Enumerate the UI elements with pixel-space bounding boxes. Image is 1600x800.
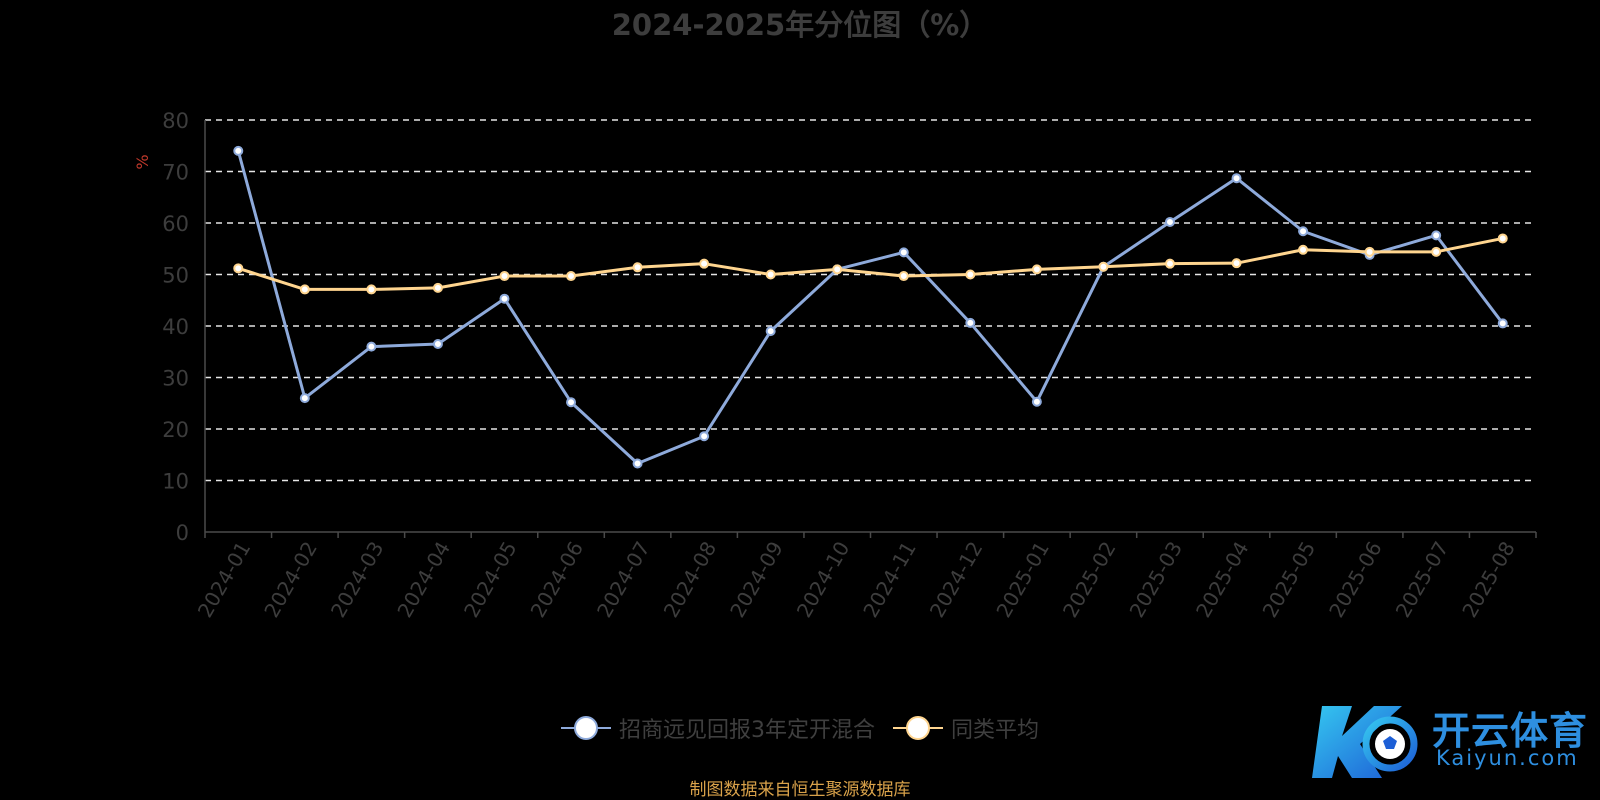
- y-tick-label: 60: [162, 212, 189, 236]
- series-line-1: [237, 236, 1504, 291]
- data-point-0: [965, 317, 976, 328]
- data-point-0: [366, 341, 377, 352]
- data-point-1: [1298, 244, 1309, 255]
- legend-label-fund: 招商远见回报3年定开混合: [618, 718, 875, 743]
- data-point-1: [566, 271, 577, 282]
- data-point-0: [1164, 216, 1175, 227]
- data-point-0: [1431, 230, 1442, 241]
- x-tick-label: 2024-04: [392, 537, 455, 621]
- data-point-1: [765, 269, 776, 280]
- kaiyun-logo: 开云体育 Kaiyun.com: [1312, 696, 1592, 786]
- data-point-0: [299, 393, 310, 404]
- x-tick-label: 2024-07: [592, 537, 655, 621]
- x-tick-label: 2024-08: [659, 537, 722, 621]
- data-point-1: [432, 282, 443, 293]
- data-point-1: [1231, 258, 1242, 269]
- data-point-1: [898, 271, 909, 282]
- legend-item-fund[interactable]: 招商远见回报3年定开混合: [560, 712, 875, 744]
- data-point-1: [632, 262, 643, 273]
- x-tick-label: 2024-12: [925, 537, 988, 621]
- y-tick-label: 10: [162, 470, 189, 494]
- x-tick-label: 2025-07: [1391, 537, 1454, 621]
- legend: 招商远见回报3年定开混合 同类平均: [0, 712, 1600, 744]
- data-point-1: [1164, 258, 1175, 269]
- data-point-1: [1364, 246, 1375, 257]
- data-point-1: [299, 284, 310, 295]
- x-tick-label: 2024-01: [193, 537, 256, 621]
- data-point-0: [699, 431, 710, 442]
- y-tick-label: 70: [162, 161, 189, 185]
- data-point-0: [632, 458, 643, 469]
- x-tick-label: 2025-08: [1457, 537, 1520, 621]
- data-point-0: [898, 247, 909, 258]
- chart-title: 2024-2025年分位图（%）: [611, 8, 989, 42]
- x-tick-label: 2025-01: [991, 537, 1054, 621]
- series-line-0: [236, 150, 1504, 466]
- data-point-0: [1298, 226, 1309, 237]
- x-tick-label: 2024-05: [459, 537, 522, 621]
- y-tick-label: 80: [162, 109, 189, 133]
- x-tick-label: 2024-03: [326, 537, 389, 621]
- data-point-0: [499, 293, 510, 304]
- legend-label-average: 同类平均: [950, 718, 1039, 743]
- x-tick-label: 2024-02: [259, 537, 322, 621]
- data-point-1: [965, 269, 976, 280]
- data-point-1: [699, 258, 710, 269]
- x-tick-label: 2024-06: [526, 537, 589, 621]
- soccer-ball-icon: [1312, 706, 1418, 778]
- data-point-1: [499, 271, 510, 282]
- x-tick-label: 2025-03: [1124, 537, 1187, 621]
- x-tick-label: 2025-04: [1191, 537, 1254, 621]
- data-point-1: [1431, 246, 1442, 257]
- data-point-1: [1031, 264, 1042, 275]
- y-tick-label: 0: [176, 521, 189, 545]
- x-tick-label: 2024-11: [858, 537, 921, 621]
- data-point-0: [1031, 396, 1042, 407]
- x-tick-label: 2024-10: [792, 537, 855, 621]
- data-point-0: [233, 145, 244, 156]
- x-tick-label: 2025-02: [1058, 537, 1121, 621]
- y-tick-label: 40: [162, 315, 189, 339]
- data-point-0: [1497, 318, 1508, 329]
- y-tick-label: 50: [162, 264, 189, 288]
- data-point-0: [432, 339, 443, 350]
- data-source-note: 制图数据来自恒生聚源数据库: [689, 780, 911, 800]
- y-axis-label: %: [133, 154, 152, 169]
- logo-text-en: Kaiyun.com: [1436, 746, 1579, 770]
- x-tick-label: 2025-06: [1324, 537, 1387, 621]
- logo-text-cn: 开云体育: [1432, 709, 1589, 753]
- data-point-1: [1098, 261, 1109, 272]
- data-point-1: [832, 264, 843, 275]
- data-point-1: [366, 284, 377, 295]
- y-tick-label: 30: [162, 367, 189, 391]
- x-tick-label: 2025-05: [1258, 537, 1321, 621]
- legend-swatch-fund: [560, 715, 611, 741]
- y-tick-label: 20: [162, 418, 189, 442]
- data-point-1: [233, 263, 244, 274]
- data-point-0: [566, 397, 577, 408]
- data-point-0: [1231, 173, 1242, 184]
- legend-item-average[interactable]: 同类平均: [892, 712, 1039, 744]
- data-point-0: [765, 326, 776, 337]
- x-tick-label: 2024-09: [725, 537, 788, 621]
- legend-swatch-average: [892, 715, 943, 741]
- data-point-1: [1497, 233, 1508, 244]
